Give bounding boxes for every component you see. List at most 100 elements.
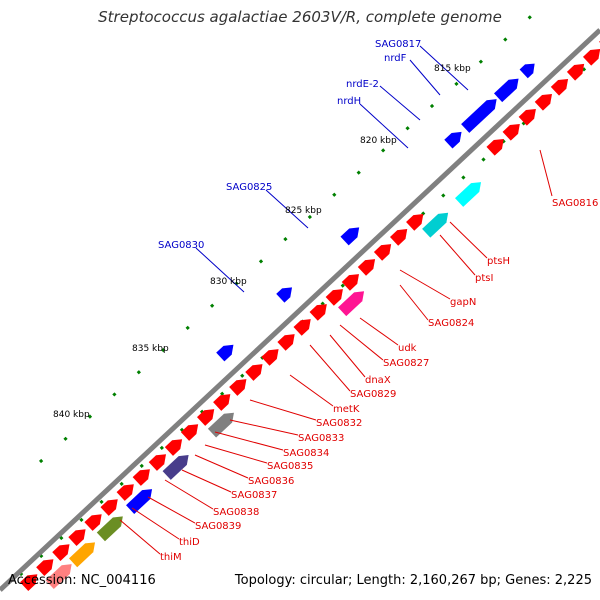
- connector-forward-16: [164, 479, 214, 510]
- gene-cog-1[interactable]: [69, 542, 96, 568]
- genome-title: Streptococcus agalactiae 2603V/R, comple…: [98, 8, 502, 26]
- gene-SAG0831[interactable]: [216, 344, 234, 362]
- gene-label-SAG0838[interactable]: SAG0838: [213, 507, 259, 518]
- connector-reverse-4: [265, 189, 309, 229]
- scale-label-820kbp: 820 kbp: [360, 136, 397, 146]
- scale-label-830kbp: 830 kbp: [210, 277, 247, 287]
- connector-forward-18: [131, 507, 180, 540]
- gene-forward-17[interactable]: [293, 319, 311, 336]
- gene-forward-5[interactable]: [100, 499, 118, 516]
- gene-label-nrdE-2[interactable]: nrdE-2: [346, 79, 379, 90]
- gene-forward-26[interactable]: [502, 123, 520, 141]
- connector-reverse-1: [409, 59, 441, 96]
- gene-forward-8[interactable]: [148, 454, 166, 471]
- connector-forward-2: [439, 234, 476, 276]
- gene-cog-5[interactable]: [207, 412, 234, 438]
- gene-label-metK[interactable]: metK: [333, 404, 360, 415]
- connector-forward-12: [214, 431, 284, 451]
- gene-forward-7[interactable]: [132, 469, 150, 486]
- gene-cog-7[interactable]: [422, 212, 449, 238]
- gene-SAG0825[interactable]: [340, 227, 360, 246]
- gene-label-thiM[interactable]: thiM: [160, 552, 182, 563]
- gene-forward-29[interactable]: [550, 78, 569, 96]
- outer-ruler-dots: [38, 6, 542, 464]
- gene-label-SAG0817[interactable]: SAG0817: [375, 39, 421, 50]
- connector-reverse-3: [359, 103, 409, 149]
- gene-label-SAG0825[interactable]: SAG0825: [226, 182, 272, 193]
- gene-cog-3[interactable]: [126, 489, 153, 514]
- gene-SAG0830[interactable]: [276, 287, 293, 303]
- gene-forward-10[interactable]: [180, 424, 199, 441]
- gene-forward-1[interactable]: [36, 559, 54, 576]
- gene-nrdF[interactable]: [493, 78, 519, 103]
- gene-label-thiD[interactable]: thiD: [179, 537, 200, 548]
- gene-label-SAG0834[interactable]: SAG0834: [283, 448, 329, 459]
- gene-forward-23[interactable]: [389, 229, 408, 246]
- gene-forward-31[interactable]: [582, 48, 600, 66]
- gene-forward-27[interactable]: [518, 108, 536, 126]
- gene-cog-0[interactable]: [45, 564, 72, 590]
- gene-label-gapN[interactable]: gapN: [450, 297, 476, 308]
- gene-label-SAG0835[interactable]: SAG0835: [267, 461, 313, 472]
- gene-forward-20[interactable]: [341, 274, 359, 291]
- gene-forward-9[interactable]: [164, 439, 183, 456]
- connector-forward-19: [119, 519, 161, 555]
- gene-forward-6[interactable]: [116, 484, 134, 501]
- gene-forward-3[interactable]: [68, 529, 86, 546]
- gene-label-dnaX[interactable]: dnaX: [365, 375, 391, 386]
- gene-label-SAG0827[interactable]: SAG0827: [383, 358, 429, 369]
- gene-forward-12[interactable]: [213, 394, 231, 411]
- gene-nrdH[interactable]: [444, 131, 462, 149]
- gene-label-udk[interactable]: udk: [398, 343, 417, 354]
- gene-cog-6[interactable]: [338, 291, 365, 317]
- gene-label-SAG0830[interactable]: SAG0830: [158, 240, 204, 251]
- gene-label-nrdH[interactable]: nrdH: [337, 96, 361, 107]
- connector-reverse-2: [379, 85, 421, 121]
- gene-label-ptsH[interactable]: ptsH: [487, 256, 510, 267]
- gene-label-nrdF[interactable]: nrdF: [384, 53, 407, 64]
- gene-forward-28[interactable]: [534, 93, 552, 111]
- gene-forward-4[interactable]: [84, 514, 102, 531]
- gene-nrdE-2[interactable]: [461, 99, 497, 133]
- gene-label-SAG0837[interactable]: SAG0837: [231, 490, 277, 501]
- connector-forward-6: [339, 324, 384, 361]
- gene-forward-30[interactable]: [566, 63, 585, 81]
- gene-forward-18[interactable]: [309, 304, 327, 321]
- connector-reverse-5: [195, 247, 245, 293]
- connector-forward-17: [147, 496, 196, 524]
- gene-forward-11[interactable]: [196, 409, 215, 426]
- scale-label-840kbp: 840 kbp: [53, 410, 90, 420]
- gene-label-SAG0833[interactable]: SAG0833: [298, 433, 344, 444]
- connector-forward-1: [449, 221, 488, 259]
- connector-forward-4: [399, 284, 429, 321]
- gene-label-SAG0836[interactable]: SAG0836: [248, 476, 294, 487]
- gene-forward-25[interactable]: [486, 138, 504, 156]
- gene-label-SAG0829[interactable]: SAG0829: [350, 389, 396, 400]
- gene-cog-2[interactable]: [96, 516, 123, 542]
- gene-forward-14[interactable]: [245, 364, 263, 381]
- accession-label: Accession: NC_004116: [8, 573, 156, 588]
- gene-forward-13[interactable]: [229, 379, 247, 396]
- gene-label-SAG0816[interactable]: SAG0816: [552, 198, 598, 209]
- gene-label-SAG0824[interactable]: SAG0824: [428, 318, 474, 329]
- gene-label-SAG0832[interactable]: SAG0832: [316, 418, 362, 429]
- connector-forward-15: [181, 469, 232, 493]
- gene-forward-16[interactable]: [277, 334, 295, 351]
- gene-forward-21[interactable]: [357, 259, 376, 276]
- gene-forward-22[interactable]: [373, 244, 392, 261]
- gene-forward-15[interactable]: [261, 349, 279, 366]
- gene-forward-0[interactable]: [20, 574, 38, 591]
- connector-forward-9: [289, 374, 334, 407]
- gene-label-ptsI[interactable]: ptsI: [475, 273, 493, 284]
- gene-cog-4[interactable]: [162, 454, 189, 480]
- gene-forward-2[interactable]: [52, 544, 70, 561]
- gene-SAG0817[interactable]: [519, 63, 535, 79]
- genome-summary: Topology: circular; Length: 2,160,267 bp…: [234, 573, 592, 588]
- connector-forward-11: [229, 419, 299, 436]
- gene-label-SAG0839[interactable]: SAG0839: [195, 521, 241, 532]
- connector-forward-10: [249, 399, 317, 421]
- gene-forward-24[interactable]: [406, 214, 424, 231]
- gene-cog-8[interactable]: [455, 182, 482, 207]
- gene-forward-19[interactable]: [325, 289, 343, 306]
